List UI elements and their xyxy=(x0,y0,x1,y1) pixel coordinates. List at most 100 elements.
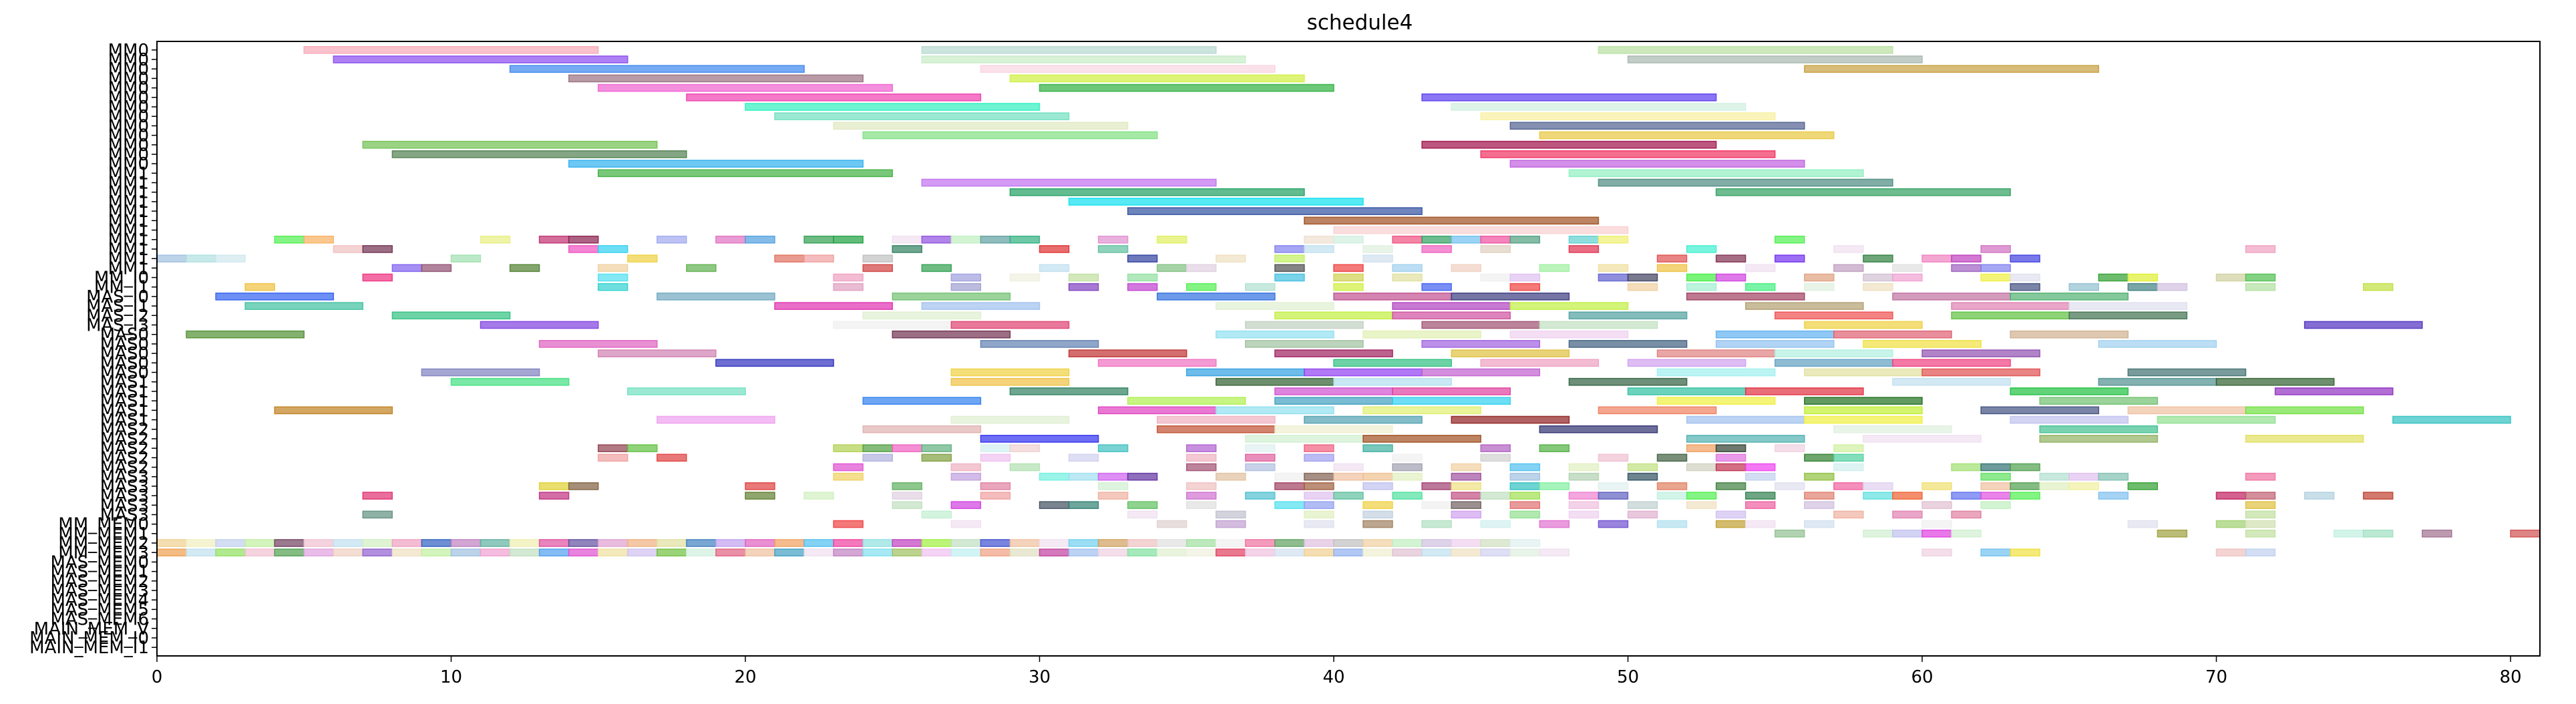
gantt-bar xyxy=(363,274,392,281)
gantt-bar xyxy=(1187,464,1216,470)
gantt-bar xyxy=(1304,246,1334,252)
gantt-bar xyxy=(1481,521,1510,528)
gantt-bar xyxy=(1834,331,1952,338)
gantt-bar xyxy=(980,483,1010,490)
gantt-bar xyxy=(1275,265,1304,271)
gantt-bar xyxy=(1393,312,1510,319)
gantt-bar xyxy=(598,85,892,92)
gantt-bar xyxy=(687,549,716,556)
gantt-bar xyxy=(2157,284,2187,291)
gantt-bar xyxy=(892,549,922,556)
gantt-bar xyxy=(1363,331,1481,338)
gantt-bar xyxy=(1687,284,1716,291)
gantt-bar xyxy=(2098,474,2128,480)
gantt-bar xyxy=(980,549,1010,556)
gantt-bar xyxy=(834,284,863,291)
x-tick-label: 10 xyxy=(440,667,462,687)
gantt-bar xyxy=(1687,502,1716,508)
gantt-bar xyxy=(834,321,951,328)
gantt-bar xyxy=(1010,274,1039,281)
gantt-bar xyxy=(333,540,363,546)
gantt-bar xyxy=(1893,511,1922,518)
gantt-bar xyxy=(1099,492,1128,499)
gantt-bar xyxy=(1304,474,1334,480)
gantt-bar xyxy=(1569,492,1598,499)
gantt-bar xyxy=(1304,502,1334,508)
gantt-bar xyxy=(1863,284,1893,291)
gantt-bar xyxy=(657,454,687,461)
gantt-bar xyxy=(2246,511,2275,518)
gantt-bar xyxy=(951,274,980,281)
gantt-bar xyxy=(1628,474,1658,480)
gantt-bar xyxy=(1746,265,1775,271)
gantt-bar xyxy=(1569,511,1598,518)
gantt-bar xyxy=(1658,255,1687,262)
gantt-bar xyxy=(1628,464,1658,470)
gantt-bar xyxy=(1275,483,1304,490)
gantt-bar xyxy=(1834,265,1863,271)
gantt-bar xyxy=(775,303,892,309)
gantt-bar xyxy=(1010,549,1039,556)
gantt-bar xyxy=(157,540,186,546)
gantt-bar xyxy=(804,540,834,546)
gantt-bar xyxy=(421,369,539,375)
gantt-bar xyxy=(1746,284,1775,291)
gantt-bar xyxy=(1099,246,1128,252)
gantt-bar xyxy=(1893,274,1922,281)
gantt-bar xyxy=(1981,549,2010,556)
gantt-bar xyxy=(951,540,980,546)
gantt-bar xyxy=(1304,454,1334,461)
gantt-bar xyxy=(1598,454,1628,461)
gantt-bar xyxy=(1716,255,1746,262)
gantt-bar xyxy=(1893,492,1922,499)
gantt-bar xyxy=(1834,445,1863,452)
gantt-bar xyxy=(1598,492,1628,499)
gantt-bar xyxy=(892,236,922,243)
gantt-bar xyxy=(2246,474,2275,480)
gantt-bar xyxy=(1863,341,1981,347)
gantt-bar xyxy=(1716,341,1834,347)
gantt-bar xyxy=(922,236,951,243)
gantt-bar xyxy=(1510,474,1539,480)
gantt-bar xyxy=(2246,435,2364,442)
gantt-bar xyxy=(2128,284,2157,291)
gantt-bar xyxy=(2069,312,2187,319)
gantt-bar xyxy=(1334,474,1363,480)
gantt-bar xyxy=(333,56,628,63)
gantt-bar xyxy=(1981,483,2010,490)
gantt-bar xyxy=(1157,293,1275,300)
gantt-bar xyxy=(1716,464,1746,470)
gantt-bar xyxy=(1422,142,1716,148)
gantt-bar xyxy=(569,483,598,490)
gantt-bar xyxy=(510,540,540,546)
gantt-bar xyxy=(1687,416,1805,423)
gantt-bar xyxy=(598,170,892,176)
gantt-bar xyxy=(186,540,216,546)
gantt-bar xyxy=(363,549,392,556)
gantt-bar xyxy=(1010,189,1304,196)
gantt-bar xyxy=(745,540,775,546)
gantt-bar xyxy=(1952,312,2069,319)
x-tick-label: 20 xyxy=(734,667,756,687)
gantt-bar xyxy=(1598,483,1628,490)
gantt-bar xyxy=(628,255,657,262)
gantt-bar xyxy=(540,540,569,546)
gantt-bar xyxy=(1069,284,1099,291)
gantt-bar xyxy=(1422,521,1451,528)
gantt-bar xyxy=(1658,350,1775,357)
gantt-bar xyxy=(834,521,863,528)
gantt-bar xyxy=(1363,483,1393,490)
gantt-bar xyxy=(216,549,245,556)
gantt-bar xyxy=(363,511,392,518)
gantt-bar xyxy=(333,246,363,252)
gantt-bar xyxy=(1393,540,1422,546)
gantt-bar xyxy=(1716,189,2011,196)
gantt-bar xyxy=(1510,540,1539,546)
gantt-bar xyxy=(1481,246,1510,252)
gantt-bar xyxy=(1510,549,1539,556)
gantt-bar xyxy=(1422,341,1539,347)
gantt-bar xyxy=(540,549,569,556)
gantt-bar xyxy=(510,265,540,271)
gantt-bar xyxy=(1687,464,1716,470)
gantt-bar xyxy=(2305,492,2334,499)
